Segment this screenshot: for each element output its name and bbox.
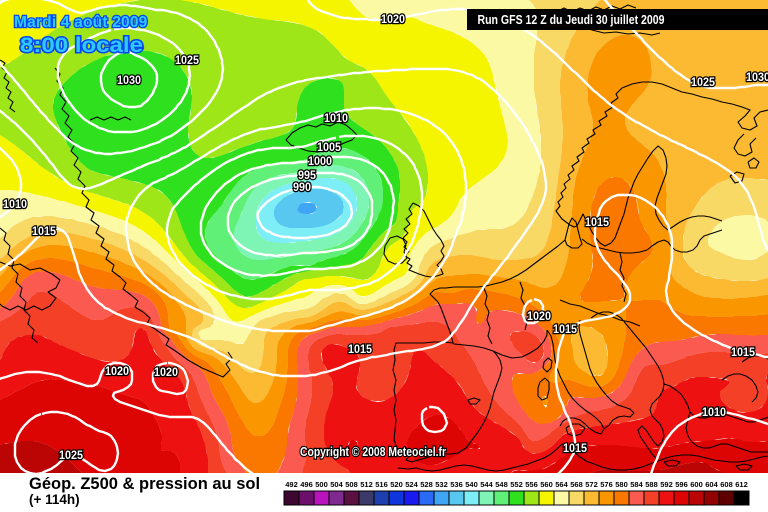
svg-text:512: 512 bbox=[360, 480, 373, 489]
svg-text:524: 524 bbox=[405, 480, 418, 489]
svg-text:8:00 locale: 8:00 locale bbox=[20, 34, 143, 57]
svg-text:592: 592 bbox=[660, 480, 673, 489]
svg-text:1025: 1025 bbox=[59, 448, 83, 462]
svg-text:580: 580 bbox=[615, 480, 628, 489]
svg-text:Mardi 4 août 2009: Mardi 4 août 2009 bbox=[14, 14, 148, 31]
svg-text:1020: 1020 bbox=[105, 364, 129, 378]
svg-text:496: 496 bbox=[300, 480, 313, 489]
svg-text:995: 995 bbox=[298, 168, 316, 182]
svg-text:564: 564 bbox=[555, 480, 568, 489]
svg-text:1005: 1005 bbox=[317, 140, 341, 154]
svg-text:532: 532 bbox=[435, 480, 448, 489]
svg-text:536: 536 bbox=[450, 480, 463, 489]
svg-text:552: 552 bbox=[510, 480, 523, 489]
svg-text:568: 568 bbox=[570, 480, 583, 489]
svg-text:1025: 1025 bbox=[175, 53, 199, 67]
svg-text:516: 516 bbox=[375, 480, 388, 489]
svg-text:1015: 1015 bbox=[32, 224, 56, 238]
svg-text:Géop. Z500 & pression au sol: Géop. Z500 & pression au sol bbox=[29, 475, 260, 493]
svg-text:1010: 1010 bbox=[324, 111, 348, 125]
svg-text:520: 520 bbox=[390, 480, 403, 489]
svg-text:1010: 1010 bbox=[3, 197, 27, 211]
svg-text:1020: 1020 bbox=[154, 365, 178, 379]
svg-text:1020: 1020 bbox=[527, 309, 551, 323]
svg-text:548: 548 bbox=[495, 480, 508, 489]
svg-text:600: 600 bbox=[690, 480, 703, 489]
svg-text:Run GFS 12 Z du Jeudi 30 juill: Run GFS 12 Z du Jeudi 30 juillet 2009 bbox=[478, 13, 665, 27]
svg-text:528: 528 bbox=[420, 480, 433, 489]
svg-text:(+ 114h): (+ 114h) bbox=[29, 492, 80, 507]
svg-text:1010: 1010 bbox=[702, 405, 726, 419]
svg-text:1015: 1015 bbox=[585, 215, 609, 229]
svg-text:1015: 1015 bbox=[563, 441, 587, 455]
svg-text:540: 540 bbox=[465, 480, 478, 489]
svg-text:572: 572 bbox=[585, 480, 598, 489]
svg-text:560: 560 bbox=[540, 480, 553, 489]
svg-text:1030: 1030 bbox=[746, 70, 768, 84]
svg-text:1015: 1015 bbox=[731, 345, 755, 359]
svg-text:596: 596 bbox=[675, 480, 688, 489]
svg-text:504: 504 bbox=[330, 480, 343, 489]
svg-text:1015: 1015 bbox=[553, 322, 577, 336]
svg-text:612: 612 bbox=[735, 480, 748, 489]
svg-text:576: 576 bbox=[600, 480, 613, 489]
svg-text:500: 500 bbox=[315, 480, 328, 489]
svg-text:608: 608 bbox=[720, 480, 733, 489]
svg-text:604: 604 bbox=[705, 480, 718, 489]
svg-text:556: 556 bbox=[525, 480, 538, 489]
svg-text:1030: 1030 bbox=[117, 73, 141, 87]
svg-text:1025: 1025 bbox=[691, 75, 715, 89]
svg-text:1000: 1000 bbox=[308, 154, 332, 168]
svg-text:584: 584 bbox=[630, 480, 643, 489]
svg-text:Copyright © 2008 Meteociel.fr: Copyright © 2008 Meteociel.fr bbox=[300, 445, 446, 459]
svg-text:1015: 1015 bbox=[348, 342, 372, 356]
svg-text:588: 588 bbox=[645, 480, 658, 489]
svg-text:990: 990 bbox=[293, 180, 311, 194]
svg-text:544: 544 bbox=[480, 480, 493, 489]
svg-text:508: 508 bbox=[345, 480, 358, 489]
svg-text:1020: 1020 bbox=[381, 12, 405, 26]
svg-text:492: 492 bbox=[285, 480, 298, 489]
